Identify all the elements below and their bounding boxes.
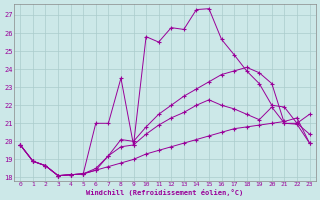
X-axis label: Windchill (Refroidissement éolien,°C): Windchill (Refroidissement éolien,°C)	[86, 189, 244, 196]
